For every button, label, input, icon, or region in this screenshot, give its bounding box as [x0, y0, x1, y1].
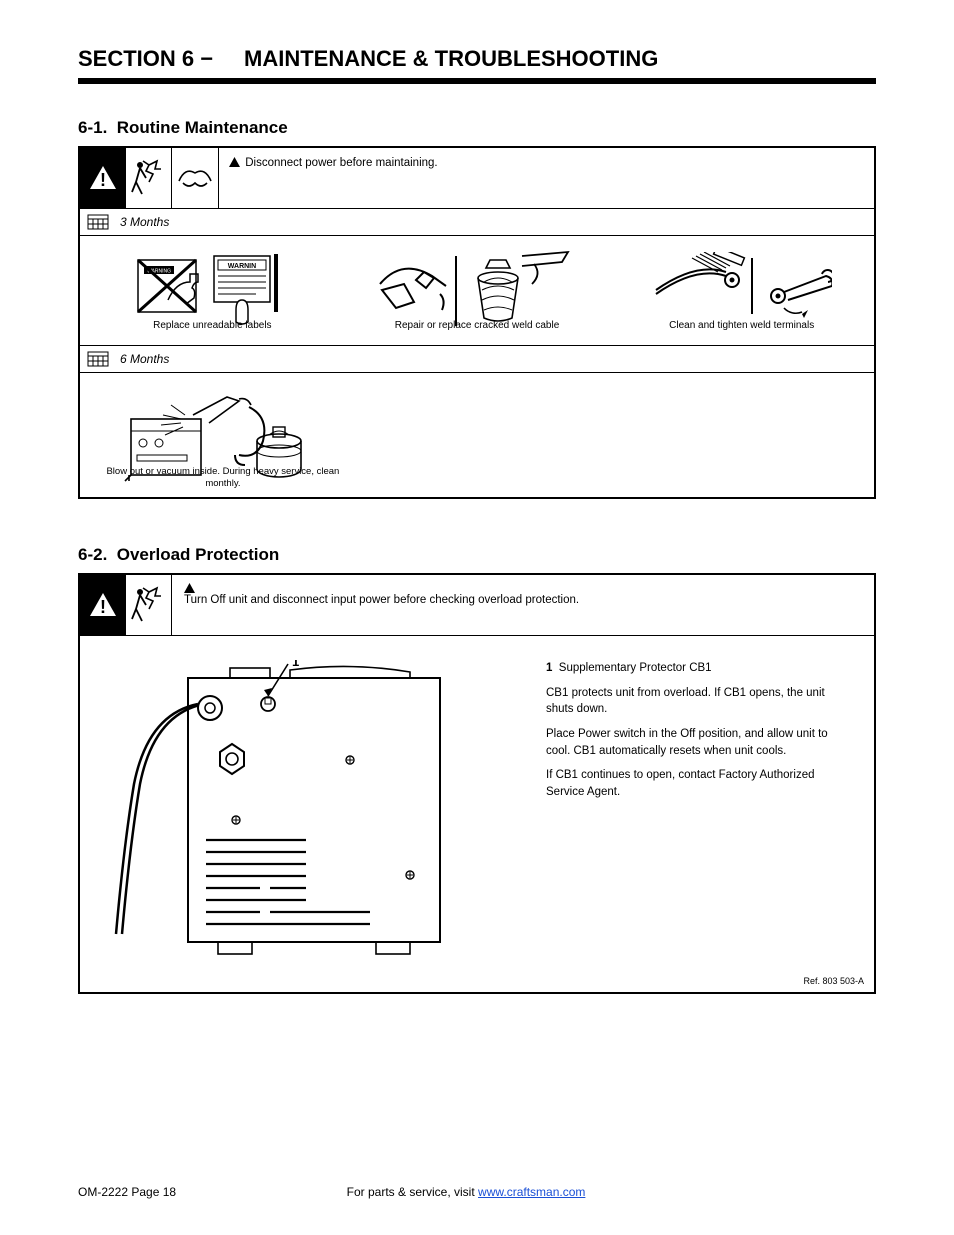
illus-terminals: Clean and tighten weld terminals	[609, 246, 874, 335]
calendar-icon	[86, 350, 110, 368]
section-title: MAINTENANCE & TROUBLESHOOTING	[244, 46, 658, 72]
maintenance-table: ! Disconnect po	[78, 146, 876, 499]
rear-panel-diagram: 1	[100, 660, 510, 960]
spacer	[620, 383, 874, 487]
svg-text:!: !	[100, 170, 106, 190]
warning-triangle-icon: !	[80, 575, 126, 635]
band-6-months: 6 Months	[80, 346, 874, 373]
overload-warning-text: Turn Off unit and disconnect input power…	[172, 575, 874, 635]
sub-6-1-heading: 6-1. Routine Maintenance	[78, 118, 876, 138]
heading-rule	[78, 78, 876, 84]
electric-shock-icon	[126, 148, 172, 208]
warning-triangle-icon: !	[80, 148, 126, 208]
illus-cable: Repair or replace cracked weld cable	[345, 246, 610, 335]
electric-shock-icon	[126, 575, 172, 635]
illus-labels: WARNING WARNIN Replace unreadable labels	[80, 246, 345, 335]
footer-center: For parts & service, visit www.craftsman…	[347, 1185, 586, 1199]
illus-blowout: Blow out or vacuum inside. During heavy …	[80, 383, 366, 487]
svg-text:!: !	[100, 597, 106, 617]
calendar-icon	[86, 213, 110, 231]
overload-figure: ! Turn Off unit and disconnect input pow…	[78, 573, 876, 994]
band-3-months: 3 Months	[80, 209, 874, 236]
safety-glasses-icon	[172, 148, 218, 208]
spacer	[366, 383, 620, 487]
svg-text:1: 1	[292, 660, 299, 669]
footer-link[interactable]: www.craftsman.com	[478, 1185, 585, 1199]
overload-callouts: 1 Supplementary Protector CB1 CB1 protec…	[546, 660, 854, 960]
maintenance-warning-text: Disconnect power before maintaining.	[219, 148, 874, 180]
page-number: OM-2222 Page 18	[78, 1185, 176, 1199]
sub-6-2-heading: 6-2. Overload Protection	[78, 545, 876, 565]
figure-reference: Ref. 803 503-A	[80, 972, 874, 992]
section-number: SECTION 6 −	[78, 46, 244, 72]
svg-text:WARNIN: WARNIN	[228, 263, 256, 270]
